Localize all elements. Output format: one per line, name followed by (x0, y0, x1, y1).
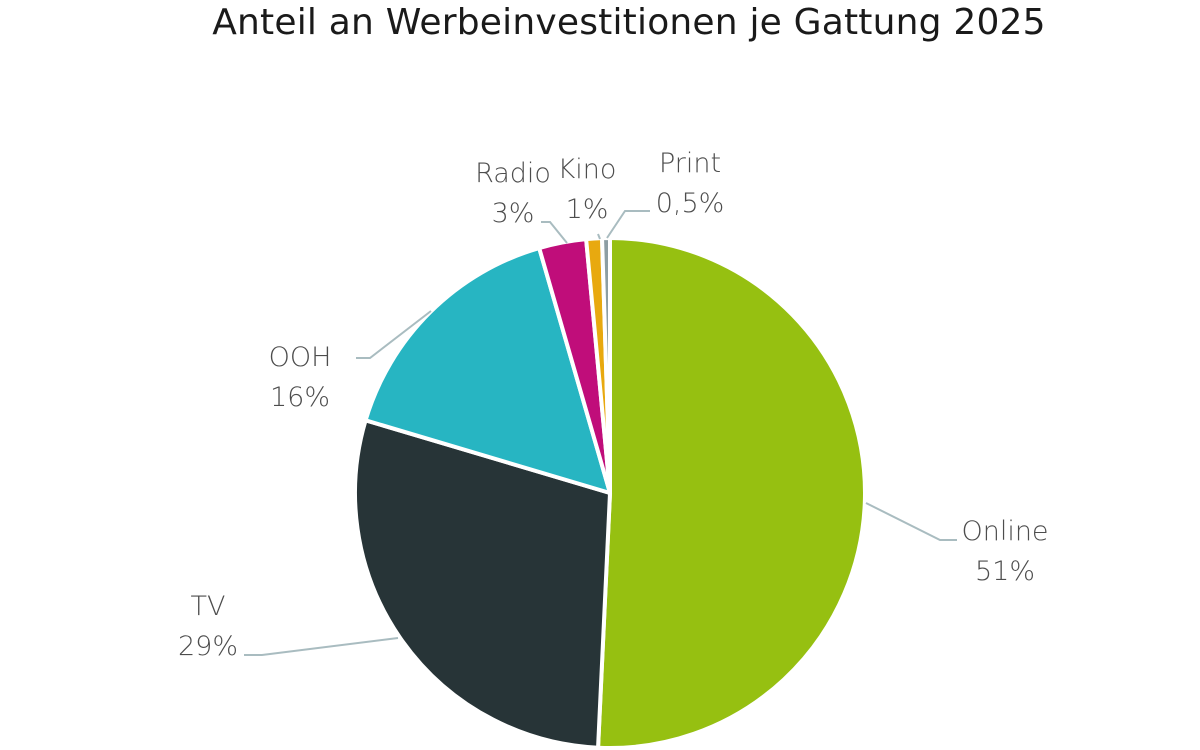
slice-label-name-kino: Kino (558, 154, 617, 185)
slice-label-value-print: 0,5% (656, 188, 725, 219)
slice-labels: Online 51% TV 29% OOH 16% Radio 3% Kino 1% Print 0,… (178, 148, 1049, 662)
chart-title: Anteil an Werbeinvestitionen je Gattung … (212, 2, 1046, 43)
slice-label-value-kino: 1% (566, 194, 609, 225)
slice-label-name-radio: Radio (475, 158, 551, 189)
slice-label-name-print: Print (659, 148, 721, 179)
slice-label-name-online: Online (961, 516, 1048, 547)
slice-label-name-ooh: OOH (269, 342, 332, 373)
pie-slice-tv (353, 418, 612, 750)
leader-line-radio (541, 221, 568, 244)
pie-slice-online (596, 236, 867, 750)
leader-line-ooh (356, 310, 432, 359)
slice-label-value-ooh: 16% (270, 382, 330, 413)
slice-label-value-tv: 29% (178, 631, 238, 662)
pie-slices (353, 235, 867, 750)
slice-label-value-radio: 3% (492, 198, 535, 229)
leader-lines (244, 210, 957, 656)
leader-line-tv (244, 637, 399, 656)
pie-slice-print (600, 235, 612, 495)
slice-label-name-tv: TV (191, 591, 226, 622)
leader-line-online (865, 502, 957, 541)
slice-label-value-online: 51% (975, 556, 1035, 587)
leader-line-print (606, 210, 650, 239)
leader-line-kino (597, 233, 601, 240)
